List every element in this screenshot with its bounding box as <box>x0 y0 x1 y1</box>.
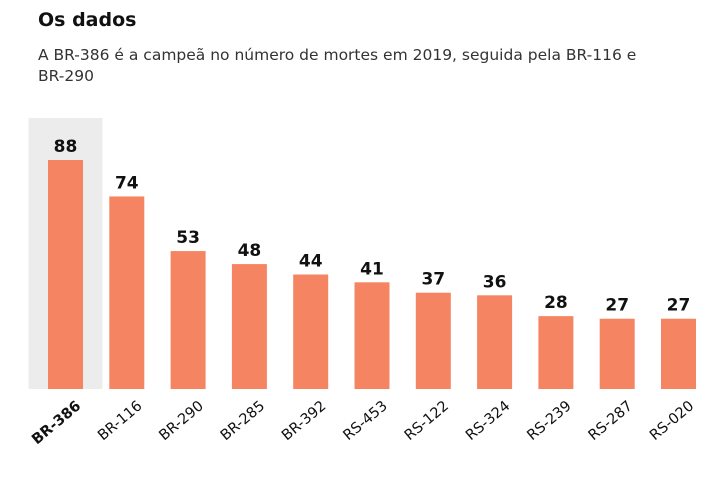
chart-title: Os dados <box>38 9 137 31</box>
bar-rs-122 <box>415 292 451 389</box>
value-label: 88 <box>54 137 78 157</box>
x-tick-label: RS-453 <box>340 398 390 444</box>
value-label: 27 <box>667 296 691 316</box>
x-tick-label: RS-020 <box>647 398 697 444</box>
value-label: 48 <box>238 241 262 261</box>
value-label: 53 <box>176 228 200 248</box>
value-label: 27 <box>605 296 629 316</box>
value-label: 44 <box>299 252 323 272</box>
bar-br-285 <box>231 264 267 389</box>
value-label: 28 <box>544 293 568 313</box>
x-tick-label: RS-324 <box>463 398 513 444</box>
bar-rs-287 <box>599 318 635 389</box>
bar-rs-239 <box>538 316 574 389</box>
value-label: 37 <box>421 270 445 290</box>
bar-br-116 <box>109 196 145 389</box>
x-tick-label: RS-239 <box>524 398 574 444</box>
x-tick-label: BR-116 <box>95 398 145 444</box>
x-tick-label: BR-386 <box>29 398 84 448</box>
x-tick-label: BR-290 <box>156 398 206 444</box>
x-tick-label: RS-287 <box>586 398 636 444</box>
chart-subtitle: A BR-386 é a campeã no número de mortes … <box>38 46 637 85</box>
bar-br-290 <box>170 251 206 389</box>
bar-rs-324 <box>477 295 513 389</box>
x-tick-label: BR-285 <box>218 398 268 444</box>
x-tick-label: BR-392 <box>279 398 329 444</box>
value-label: 74 <box>115 173 139 193</box>
value-label: 36 <box>483 272 507 292</box>
bar-br-386 <box>48 160 83 389</box>
value-label: 41 <box>360 259 384 279</box>
bar-br-392 <box>293 274 329 389</box>
bar-rs-020 <box>661 318 696 389</box>
x-tick-label: RS-122 <box>402 398 452 444</box>
bar-rs-453 <box>354 282 390 389</box>
